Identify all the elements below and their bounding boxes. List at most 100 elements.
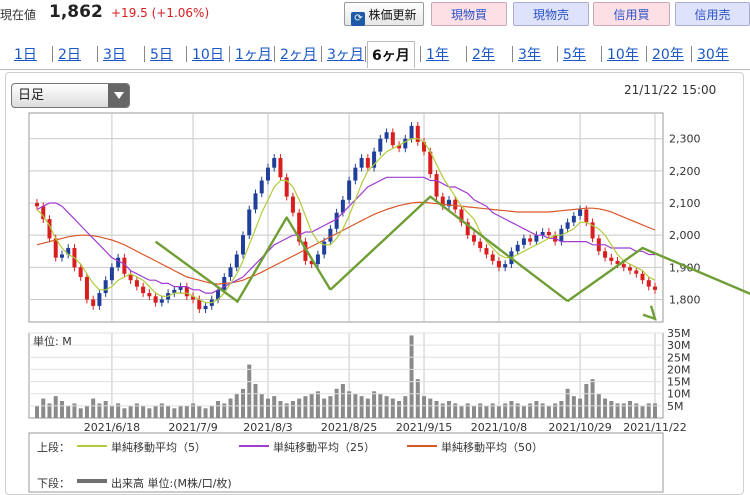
period-tab-3[interactable]: 5日: [150, 47, 173, 63]
ma5-line: [36, 138, 656, 304]
candle-body: [634, 270, 639, 274]
period-separator: [512, 46, 513, 62]
price-header: 現在値 1,862 +19.5 (+1.06%) ⟳ 株価更新 現物買 現物売 信…: [0, 0, 750, 28]
candle-body: [490, 254, 495, 261]
volume-bar: [66, 405, 71, 418]
candle-body: [434, 174, 439, 197]
period-separator: [691, 46, 692, 62]
candle-body: [128, 273, 133, 281]
margin-sell-button[interactable]: 信用売: [675, 2, 750, 26]
candle-body: [53, 238, 58, 258]
volume-bar: [103, 401, 108, 418]
candle-body: [353, 167, 358, 181]
candle-body: [372, 151, 377, 168]
period-tab-0[interactable]: 1日: [14, 47, 37, 63]
volume-bar: [496, 405, 501, 418]
candle-body: [41, 206, 46, 220]
candle-body: [284, 177, 289, 197]
candle-body: [297, 212, 302, 242]
interval-select[interactable]: 日足: [11, 83, 130, 108]
volume-bar: [447, 401, 451, 418]
ma25-swatch: [239, 445, 269, 447]
candle-body: [47, 219, 52, 239]
candle-body: [447, 199, 451, 207]
candle-body: [540, 231, 545, 236]
update-price-button[interactable]: ⟳ 株価更新: [344, 2, 424, 26]
candle-body: [328, 228, 333, 242]
candle-body: [197, 299, 202, 310]
candle-body: [603, 251, 608, 258]
date-tick-label: 2021/10/29: [548, 421, 611, 434]
volume-bar: [109, 405, 114, 418]
candle-body: [440, 196, 445, 207]
margin-buy-button[interactable]: 信用買: [593, 2, 670, 26]
candle-body: [35, 203, 39, 207]
chart-datetime: 21/11/22 15:00: [624, 83, 717, 97]
volume-bar: [159, 403, 164, 418]
volume-bar: [290, 401, 295, 418]
volume-tick-label: 20M: [667, 363, 691, 376]
candle-body: [590, 222, 595, 239]
candle-body: [241, 235, 245, 255]
period-tab-12[interactable]: 5年: [563, 47, 586, 63]
volume-bar: [122, 408, 127, 418]
date-tick-label: 2021/8/25: [321, 421, 377, 434]
candle-body: [191, 296, 196, 300]
candle-body: [347, 180, 352, 200]
period-separator: [646, 46, 647, 62]
price-change: +19.5 (+1.06%): [111, 6, 210, 20]
period-separator: [229, 46, 230, 62]
period-tab-5[interactable]: 1ヶ月: [235, 47, 272, 63]
candle-body: [571, 215, 576, 223]
period-tab-8[interactable]: 6ヶ月: [367, 41, 415, 68]
period-separator: [557, 46, 558, 62]
volume-bar: [590, 379, 595, 418]
volume-bar: [484, 405, 489, 418]
volume-bar: [653, 403, 657, 418]
volume-bar: [584, 384, 589, 418]
candle-body: [459, 209, 464, 223]
date-tick-label: 2021/6/18: [84, 421, 140, 434]
volume-bar: [134, 403, 139, 418]
candle-body: [578, 209, 583, 216]
period-tab-13[interactable]: 10年: [607, 47, 639, 63]
volume-bar: [328, 396, 333, 418]
cash-sell-button[interactable]: 現物売: [513, 2, 589, 26]
period-tab-15[interactable]: 30年: [697, 47, 729, 63]
candle-body: [116, 257, 121, 268]
trend-arrow-head: [642, 305, 657, 321]
date-tick-label: 2021/10/8: [471, 421, 527, 434]
period-tab-7[interactable]: 3ヶ月: [327, 47, 364, 63]
volume-bar: [478, 403, 483, 418]
volume-bar: [609, 401, 614, 418]
volume-bar: [116, 403, 121, 418]
candle-body: [565, 222, 570, 229]
candle-body: [334, 212, 339, 229]
candle-body: [247, 209, 252, 236]
period-tab-10[interactable]: 2年: [472, 47, 495, 63]
period-tab-4[interactable]: 10日: [192, 47, 224, 63]
period-tab-6[interactable]: 2ヶ月: [280, 47, 317, 63]
volume-bar: [141, 405, 146, 418]
cash-buy-button[interactable]: 現物買: [431, 2, 507, 26]
period-tab-14[interactable]: 20年: [652, 47, 684, 63]
candle-body: [303, 241, 308, 261]
trend-annotation-line: [154, 240, 238, 303]
period-tab-2[interactable]: 3日: [103, 47, 126, 63]
volume-bar: [334, 388, 339, 418]
volume-bar: [415, 379, 420, 418]
candle-body: [397, 145, 402, 149]
period-tab-9[interactable]: 1年: [426, 47, 449, 63]
period-tab-11[interactable]: 3年: [518, 47, 541, 63]
candle-body: [609, 257, 614, 261]
candle-body: [384, 132, 389, 139]
candle-body: [315, 254, 320, 265]
price-tick-label: 2,000: [669, 229, 701, 242]
period-separator: [52, 46, 53, 62]
candle-body: [178, 286, 183, 290]
legend-ma5: 単純移動平均（5）: [111, 441, 206, 454]
volume-bar: [147, 408, 152, 418]
volume-bar: [91, 398, 96, 418]
period-tab-1[interactable]: 2日: [58, 47, 81, 63]
trend-annotation-line: [566, 246, 750, 303]
